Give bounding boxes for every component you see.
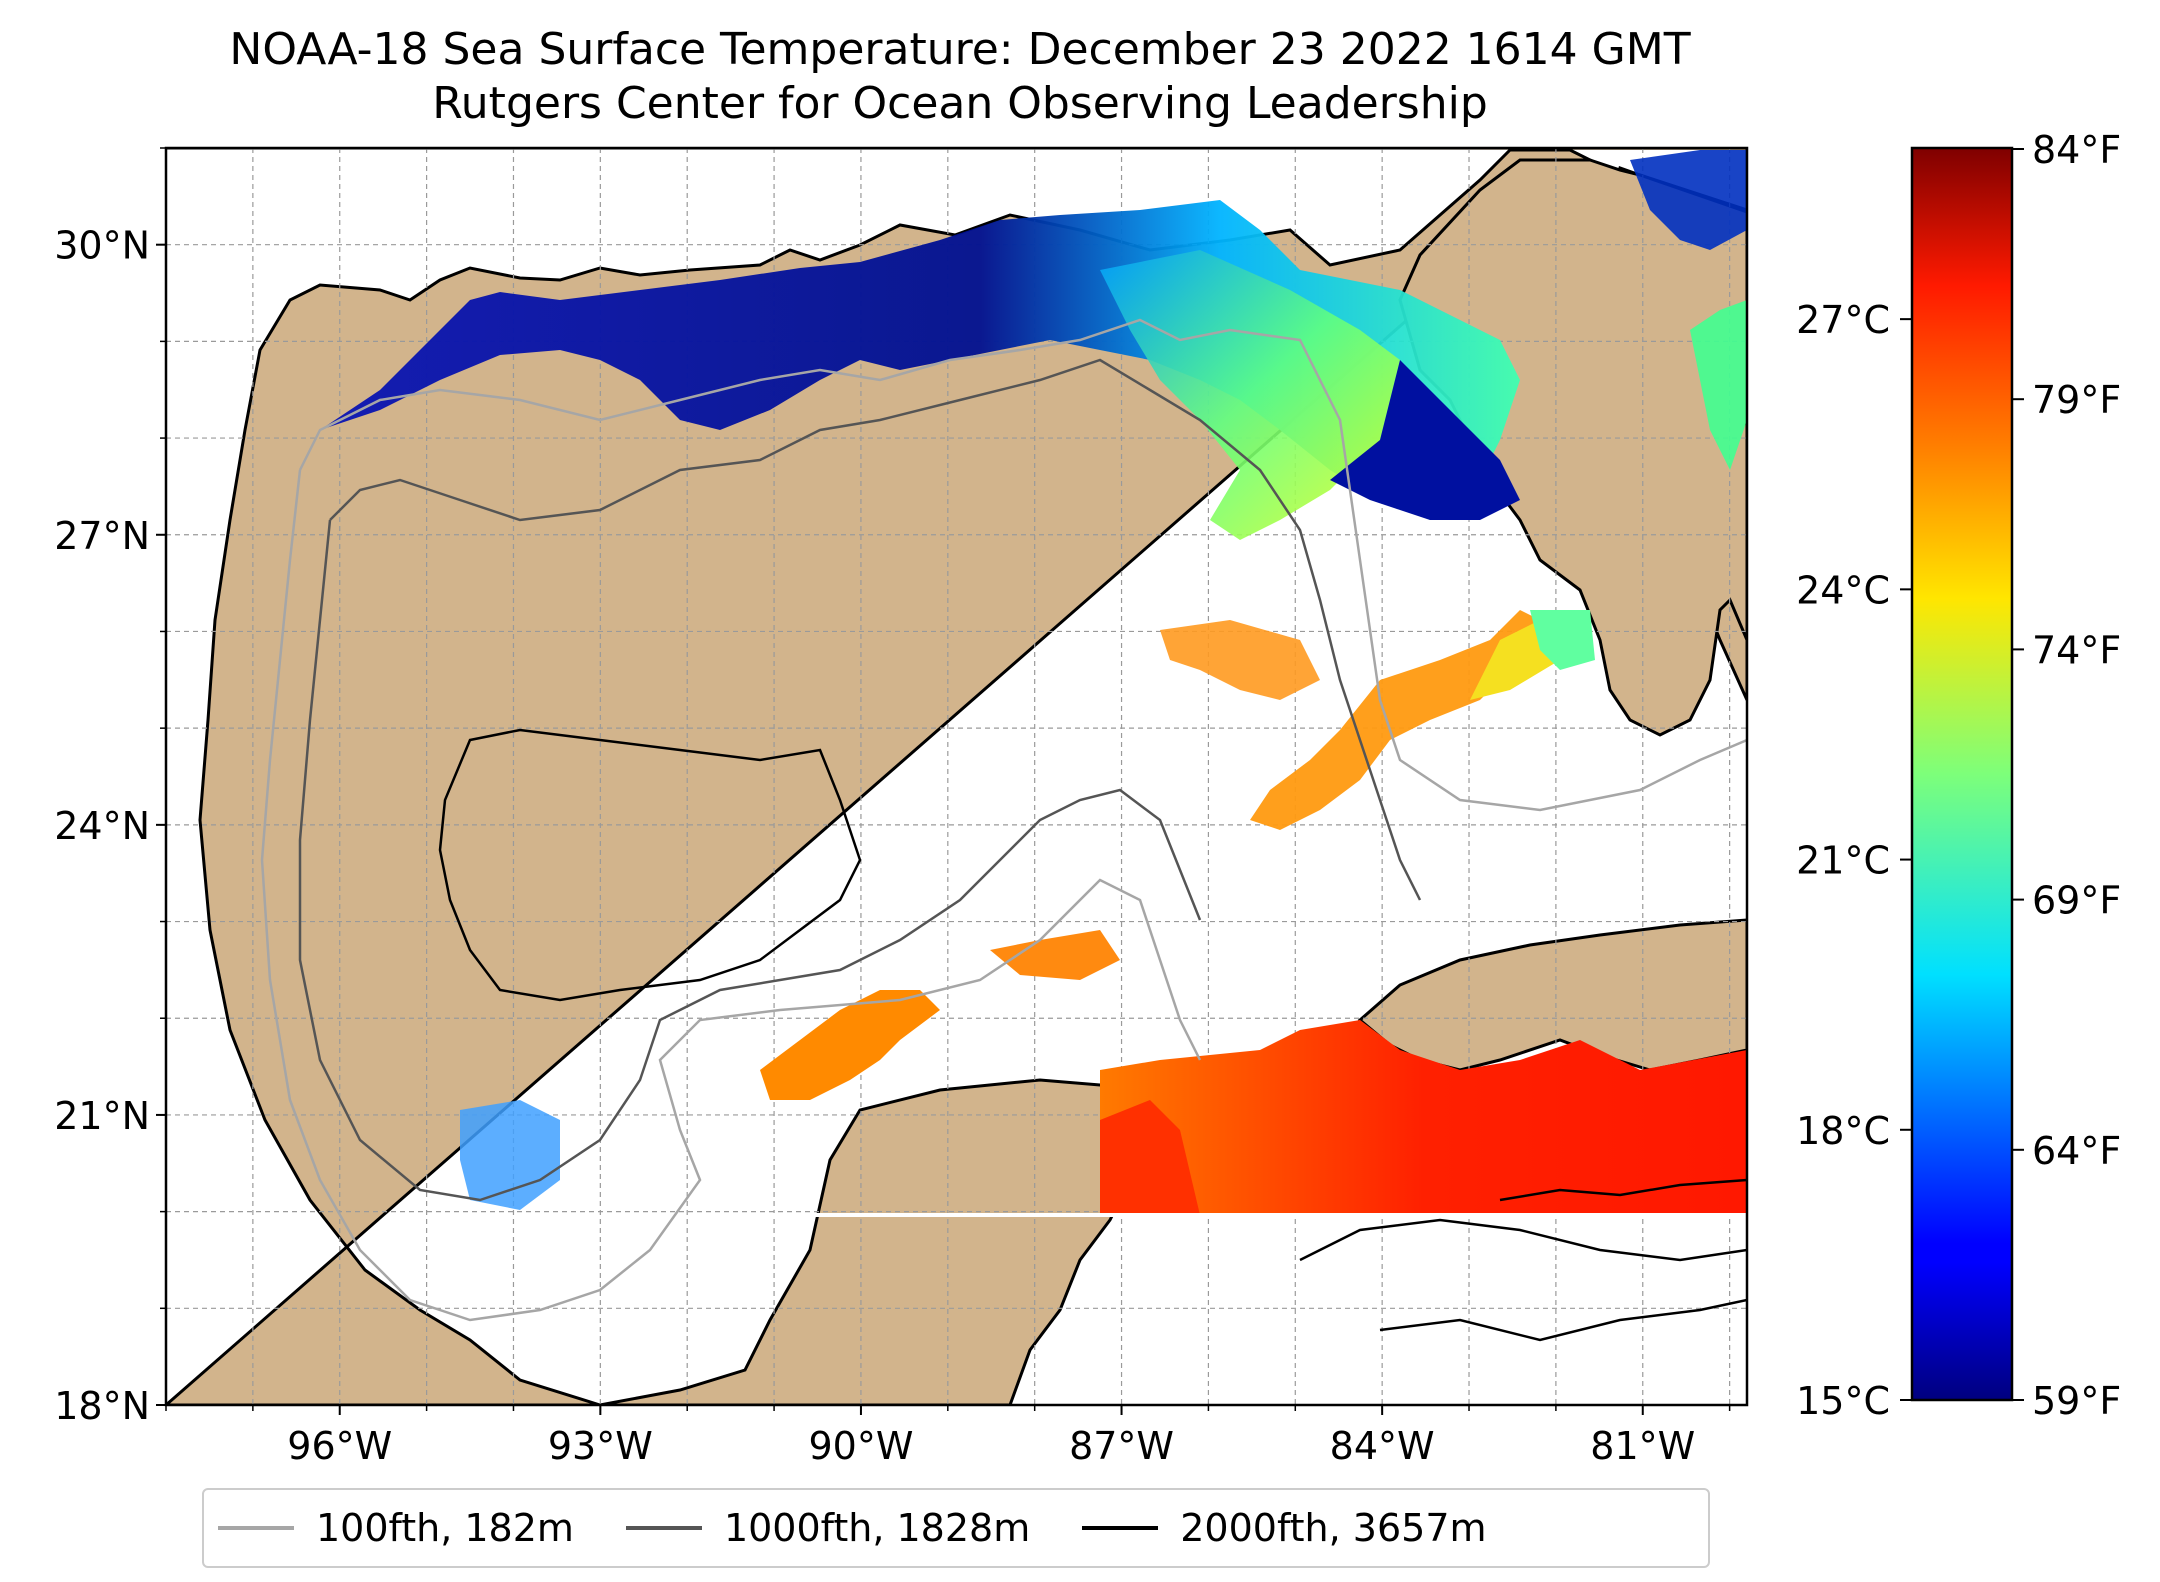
lat-tick-label: 30°N [54, 224, 150, 268]
colorbar-fahrenheit-ticks: 84°F 79°F 74°F 69°F 64°F 59°F [2012, 128, 2121, 1423]
colorbar: 27°C 24°C 21°C 18°C 15°C 84°F 79°F 74°F 69°F 64°… [1796, 128, 2121, 1423]
lon-tick-label: 93°W [548, 1424, 653, 1468]
map-frame [164, 146, 1749, 1407]
isobath-1000fth [298, 358, 1422, 1202]
fahrenheit-tick-label: 59°F [2032, 1379, 2121, 1423]
colorbar-gradient [1910, 146, 2014, 1402]
celsius-tick-label: 15°C [1796, 1379, 1890, 1423]
lat-tick-label: 18°N [54, 1384, 150, 1428]
lat-tick-label: 21°N [54, 1094, 150, 1138]
legend-item-100fth: 100fth, 182m [218, 1506, 574, 1550]
legend-swatch-2000fth [1082, 1526, 1159, 1530]
fahrenheit-tick-label: 69°F [2032, 879, 2121, 923]
colorbar-celsius-ticks: 27°C 24°C 21°C 18°C 15°C [1796, 298, 1912, 1423]
legend-swatch-1000fth [625, 1526, 702, 1530]
celsius-tick-label: 24°C [1796, 568, 1890, 612]
isobath-100fth [260, 318, 1747, 1322]
fahrenheit-tick-label: 74°F [2032, 628, 2121, 672]
legend-item-1000fth: 1000fth, 1828m [625, 1506, 1031, 1550]
map-panel [166, 148, 1747, 1405]
sst-green-patch [1530, 610, 1595, 670]
isobath-2000fth [438, 728, 1747, 1342]
lon-tick-label: 90°W [808, 1424, 913, 1468]
fahrenheit-tick-label: 64°F [2032, 1129, 2121, 1173]
fahrenheit-tick-label: 84°F [2032, 128, 2121, 172]
longitude-axis: 96°W 93°W 90°W 87°W 84°W 81°W [165, 1405, 1731, 1468]
legend-item-2000fth: 2000fth, 3657m [1082, 1506, 1487, 1550]
celsius-tick-label: 18°C [1796, 1109, 1890, 1153]
lat-tick-label: 24°N [54, 804, 150, 848]
lat-tick-label: 27°N [54, 514, 150, 558]
chart-title: NOAA-18 Sea Surface Temperature: Decembe… [229, 24, 1691, 75]
legend-label-2000fth: 2000fth, 3657m [1180, 1506, 1487, 1550]
lon-tick-label: 84°W [1330, 1424, 1435, 1468]
isobaths [260, 318, 1747, 1342]
land [166, 148, 1747, 1405]
lon-tick-label: 96°W [287, 1424, 392, 1468]
lon-tick-label: 87°W [1069, 1424, 1174, 1468]
celsius-tick-label: 27°C [1796, 298, 1890, 342]
sst-loop-current [1250, 610, 1540, 830]
sst-east-shelf [1330, 360, 1520, 520]
lon-tick-label: 81°W [1590, 1424, 1695, 1468]
sst-yucatan-channel [1100, 1100, 1200, 1215]
sst-mid-patches [1160, 620, 1320, 700]
fahrenheit-tick-label: 79°F [2032, 378, 2121, 422]
chart-subtitle: Rutgers Center for Ocean Observing Leade… [432, 78, 1488, 129]
legend-swatch-100fth [218, 1526, 294, 1530]
isobath-legend: 100fth, 182m 1000fth, 1828m 2000fth, 365… [202, 1488, 1710, 1568]
sst-florida-west-warm [1690, 300, 1747, 470]
legend-label-1000fth: 1000fth, 1828m [723, 1506, 1031, 1550]
sst-southwest-patch [760, 990, 940, 1100]
latitude-axis: 30°N 27°N 24°N 21°N 18°N [54, 147, 166, 1428]
legend-label-100fth: 100fth, 182m [316, 1506, 574, 1550]
sst-florida-strait [1630, 150, 1747, 250]
sst-shelf-gradient [1100, 250, 1400, 540]
celsius-tick-label: 21°C [1796, 839, 1890, 883]
sst-caribbean-warm [1100, 1020, 1747, 1215]
sst-center-patch [990, 930, 1120, 980]
sst-data [320, 150, 1747, 1215]
